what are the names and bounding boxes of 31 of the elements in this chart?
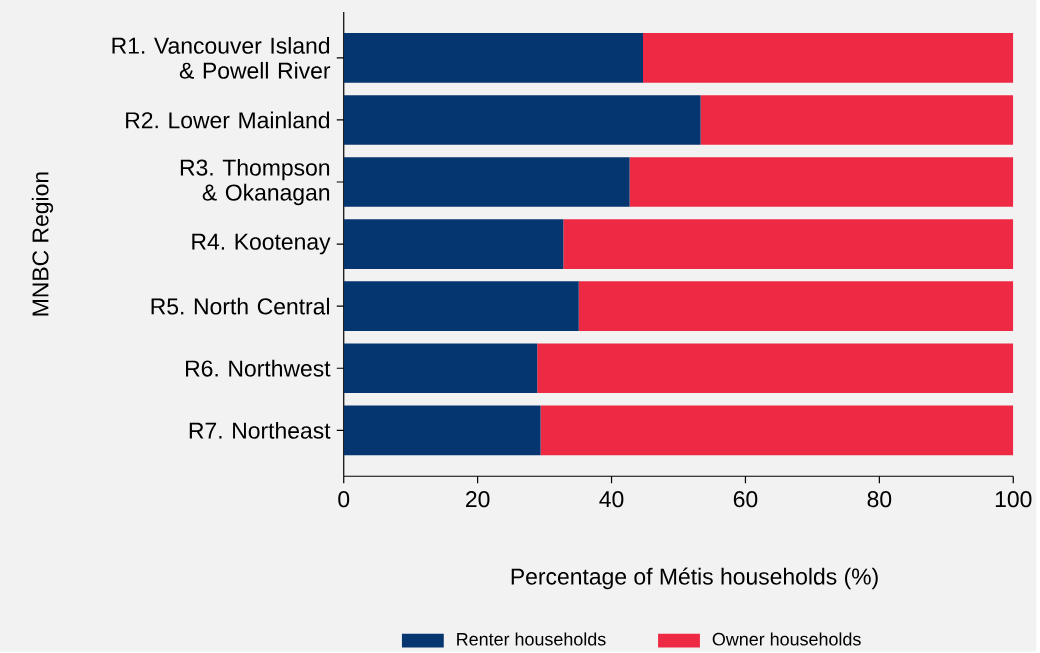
bar — [537, 343, 1014, 394]
x-tick-label: 0 — [338, 491, 350, 508]
bar — [343, 405, 541, 456]
x-tick-label: 80 — [867, 491, 892, 508]
x-tick-label: 60 — [733, 491, 758, 508]
y-tick-label: R1. Vancouver Island & Powell River — [112, 37, 331, 79]
x-tick-label: 20 — [466, 491, 490, 508]
x-axis-title: Percentage of Métis households (%) — [511, 567, 878, 590]
x-tick-label: 40 — [599, 491, 624, 508]
bar — [343, 281, 579, 332]
bar — [343, 33, 644, 83]
bar — [563, 219, 1014, 270]
bar — [343, 219, 564, 270]
y-tick-label: R4. Kootenay — [192, 233, 331, 255]
bar — [343, 157, 630, 207]
legend-label: Renter households — [457, 632, 606, 646]
y-tick-label: R3. Thompson & Okanagan — [180, 158, 330, 206]
y-tick-label: R5. North Central — [151, 297, 330, 315]
bar — [578, 281, 1014, 332]
y-axis-title: MNBC Region — [31, 172, 54, 316]
bar — [643, 33, 1014, 83]
bar — [629, 157, 1014, 207]
y-tick-label: R2. Lower Mainland — [126, 111, 330, 129]
legend-label: Owner households — [712, 632, 861, 646]
bar — [343, 343, 538, 394]
y-tick-label: R7. Northeast — [189, 421, 331, 439]
bar — [700, 95, 1014, 145]
bar — [343, 95, 701, 145]
bar — [540, 405, 1014, 456]
y-tick-label: R6. Northwest — [186, 359, 331, 377]
x-tick-label: 100 — [995, 491, 1032, 508]
